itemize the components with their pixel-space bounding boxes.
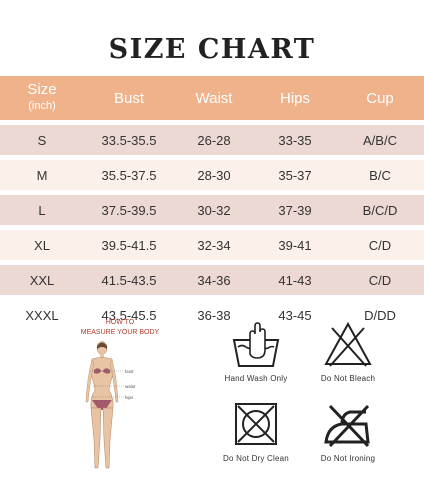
cell-hips: 43-45 [278,307,312,323]
cell-cup: B/C/D [362,202,398,218]
cell-waist: 32-34 [197,237,231,253]
cell-cup: C/D [368,272,392,288]
cell-cup: C/D [368,237,392,253]
cell-waist: 34-36 [197,272,231,288]
no-iron-label: Do Not Ironing [320,454,376,463]
how-to-line1: HOW TO [105,319,135,326]
cell-size: XXL [29,272,55,288]
care-no-iron: Do Not Ironing [302,400,394,463]
header-hips: Hips [279,89,310,107]
header-size: Size (inch) [0,82,84,114]
care-no-bleach: Do Not Bleach [302,320,394,383]
cell-hips: 37-39 [278,202,312,218]
hips-label: hips [125,395,134,400]
cell-waist: 36-38 [197,307,231,323]
cell-cup: A/B/C [363,132,397,148]
table-row: M 35.5-37.5 28-30 35-37 B/C [0,160,424,190]
no-bleach-icon [324,321,372,367]
cell-hips: 33-35 [278,132,312,148]
how-to-measure-heading: HOW TO MEASURE YOUR BODY [62,318,178,338]
cell-size: S [37,132,47,148]
cell-waist: 26-28 [197,132,231,148]
table-header-row: Size (inch) Bust Waist Hips Cup [0,76,424,120]
cell-hips: 41-43 [278,272,312,288]
cell-bust: 41.5-43.5 [101,272,157,288]
cell-bust: 33.5-35.5 [101,132,157,148]
hand-wash-label: Hand Wash Only [224,374,288,383]
header-cup: Cup [366,89,394,107]
cell-hips: 39-41 [278,237,312,253]
how-to-line2: MEASURE YOUR BODY [80,329,160,336]
cell-hips: 35-37 [278,167,312,183]
cell-bust: 39.5-41.5 [101,237,157,253]
table-row: L 37.5-39.5 30-32 37-39 B/C/D [0,195,424,225]
table-row: S 33.5-35.5 26-28 33-35 A/B/C [0,125,424,155]
header-size-label: Size [27,81,57,98]
no-iron-icon [324,404,370,448]
cell-waist: 30-32 [197,202,231,218]
cell-bust: 37.5-39.5 [101,202,157,218]
page-title: SIZE CHART [108,34,316,65]
cell-cup: B/C [369,167,391,183]
care-no-dry-clean: Do Not Dry Clean [210,400,302,463]
waist-label: waist [125,384,136,389]
size-table: Size (inch) Bust Waist Hips Cup S 33.5-3… [0,76,424,330]
cell-size: XXXL [25,307,59,323]
header-bust: Bust [113,89,144,107]
no-bleach-label: Do Not Bleach [320,374,376,383]
cell-size: L [38,202,46,218]
cell-bust: 35.5-37.5 [101,167,157,183]
no-dry-clean-label: Do Not Dry Clean [223,454,289,463]
header-size-unit: (inch) [28,100,56,112]
no-dry-clean-icon [235,403,277,445]
table-row: XXXL 43.5-45.5 36-38 43-45 D/DD [0,300,424,330]
cell-size: XL [34,237,50,253]
table-row: XXL 41.5-43.5 34-36 41-43 C/D [0,265,424,295]
bust-label: bust [125,369,134,374]
cell-bust: 43.5-45.5 [101,307,157,323]
cell-cup: D/DD [364,307,396,323]
hand-wash-icon [232,322,280,367]
table-row: XL 39.5-41.5 32-34 39-41 C/D [0,230,424,260]
care-hand-wash: Hand Wash Only [210,320,302,383]
body-figure-illustration: bust waist hips [85,341,136,469]
cell-size: M [36,167,48,183]
header-waist: Waist [195,89,233,107]
cell-waist: 28-30 [197,167,231,183]
